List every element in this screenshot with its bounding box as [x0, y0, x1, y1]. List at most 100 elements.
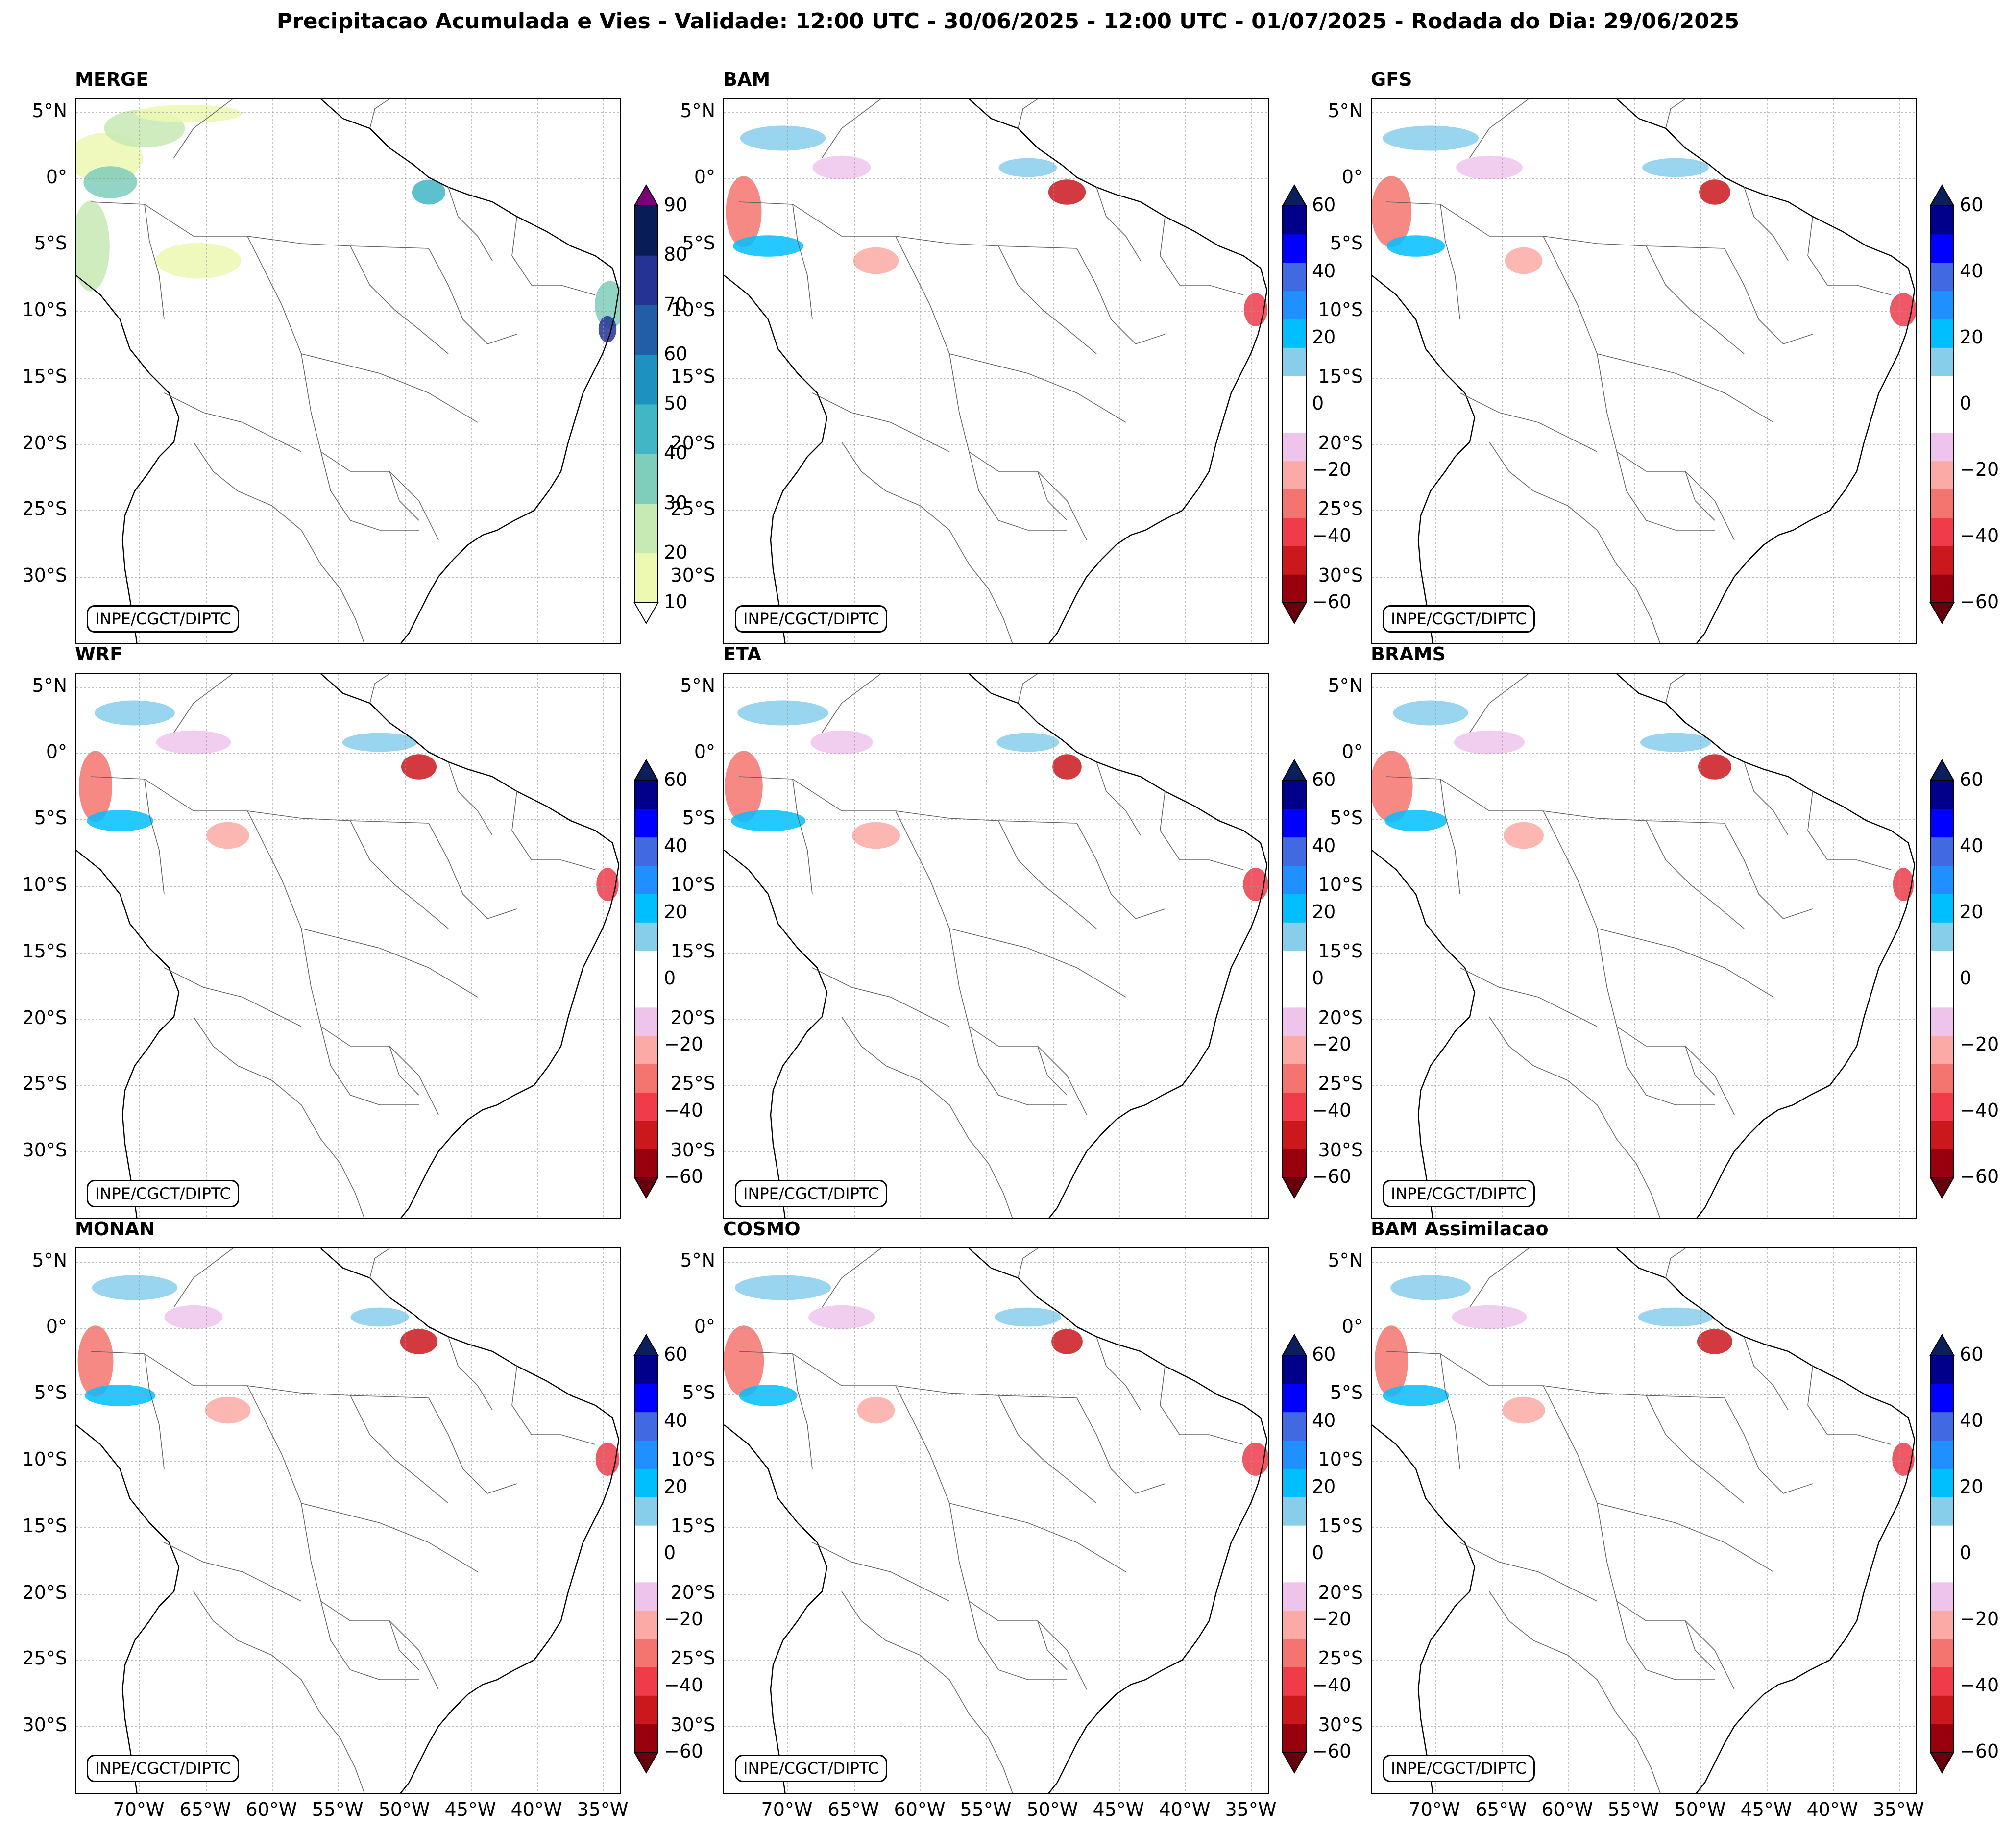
colorbar-segment — [1930, 1554, 1954, 1583]
state-border — [1037, 1046, 1068, 1096]
lon-label: 70°W — [113, 1799, 165, 1820]
credit-label: INPE/CGCT/DIPTC — [87, 1755, 239, 1782]
colorbar-tick: 0 — [1960, 392, 1972, 414]
colorbar-segment — [1930, 1035, 1954, 1065]
state-border — [1597, 353, 1735, 540]
lat-label: 5°S — [1330, 1382, 1363, 1403]
colorbar-tick: −60 — [1312, 591, 1352, 612]
lat-label: 0° — [1341, 166, 1363, 188]
colorbar-segment — [1930, 1149, 1954, 1178]
lat-label: 15°S — [1318, 1515, 1363, 1537]
colorbar-tick: 60 — [664, 342, 688, 365]
field-blob — [92, 1275, 178, 1300]
colorbar-segment — [634, 1525, 658, 1554]
colorbar-segment — [1283, 234, 1306, 263]
colorbar-segment — [1283, 979, 1306, 1008]
lat-label: 10°S — [1318, 1448, 1363, 1470]
field-blob — [853, 247, 899, 274]
credit-label: INPE/CGCT/DIPTC — [735, 1180, 887, 1207]
state-border — [949, 353, 1087, 540]
state-border — [193, 1591, 365, 1793]
colorbar-segment — [634, 1412, 658, 1441]
lat-label: 25°S — [670, 498, 715, 519]
map-canvas — [724, 99, 1268, 643]
state-border — [1489, 1016, 1661, 1218]
lat-label: 30°S — [670, 1714, 715, 1736]
lat-label: 5°S — [34, 807, 67, 829]
state-border — [1543, 810, 1774, 998]
state-border — [173, 99, 233, 158]
state-border — [320, 1026, 419, 1105]
lat-label: 10°S — [1318, 874, 1363, 895]
colorbar-tick: 40 — [664, 1410, 688, 1431]
lat-label: 20°S — [22, 432, 67, 454]
colorbar-segment — [1930, 894, 1954, 923]
colorbar-frame — [634, 205, 658, 603]
state-border — [1543, 236, 1774, 423]
panel-title: ETA — [723, 643, 762, 665]
colorbar-segment — [1283, 1007, 1306, 1036]
colorbar-tick: 0 — [1960, 967, 1972, 989]
lat-label: 0° — [694, 1316, 715, 1337]
state-border — [895, 1385, 1126, 1572]
country-border — [724, 275, 828, 643]
colorbar-segment — [1283, 1695, 1306, 1724]
lat-label: 30°S — [670, 1139, 715, 1161]
colorbar-segment — [1930, 1121, 1954, 1149]
colorbar-segment — [1930, 432, 1954, 462]
colorbar-segment — [634, 1554, 658, 1583]
colorbar-segment — [1930, 1724, 1954, 1753]
lon-label: 55°W — [1607, 1799, 1659, 1820]
colorbar — [1929, 758, 1955, 1199]
field-blob — [1454, 730, 1525, 755]
figure-title: Precipitacao Acumulada e Vies - Validade… — [276, 9, 1740, 34]
colorbar-tick: 0 — [1312, 967, 1324, 989]
colorbar-tick: 40 — [1960, 1410, 1984, 1431]
country-border — [724, 850, 828, 1218]
colorbar-segment — [1930, 865, 1954, 894]
state-border — [1018, 1248, 1038, 1278]
credit-label: INPE/CGCT/DIPTC — [735, 605, 887, 633]
colorbar-tick: 20 — [664, 901, 688, 923]
colorbar-segment — [1283, 922, 1306, 951]
lat-label: 15°S — [22, 940, 67, 962]
colorbar-tick: −40 — [1960, 1100, 1999, 1121]
colorbar-frame — [634, 1355, 658, 1753]
colorbar-segment — [1930, 404, 1954, 433]
state-border — [1807, 1366, 1892, 1445]
lon-label: 50°W — [1674, 1799, 1726, 1820]
state-border — [1597, 1503, 1735, 1690]
state-border — [164, 392, 302, 452]
field-blob — [857, 1396, 895, 1424]
field-blob — [84, 1385, 156, 1406]
field-blob — [740, 125, 826, 151]
state-border — [511, 791, 596, 870]
colorbar-segment — [1930, 262, 1954, 292]
lon-label: 60°W — [1541, 1799, 1593, 1820]
coastline — [320, 99, 620, 643]
lat-label: 10°S — [1318, 299, 1363, 320]
colorbar-extend-bottom — [1282, 1752, 1307, 1774]
state-border — [193, 1016, 365, 1218]
colorbar — [633, 184, 659, 625]
colorbar-tick: 40 — [1960, 835, 1984, 856]
colorbar-extend-bottom — [1282, 602, 1307, 625]
colorbar-segment — [1283, 1554, 1306, 1583]
colorbar-segment — [1930, 574, 1954, 603]
lon-label: 60°W — [894, 1799, 946, 1820]
state-border — [511, 216, 596, 295]
colorbar-tick: 20 — [1960, 326, 1984, 348]
state-border — [1160, 791, 1244, 870]
colorbar-tick: −60 — [1960, 1166, 1999, 1187]
colorbar-segment — [1930, 376, 1954, 405]
state-border — [812, 1542, 950, 1602]
credit-label: INPE/CGCT/DIPTC — [87, 605, 239, 633]
colorbar-segment — [1283, 1355, 1306, 1384]
colorbar-segment — [1930, 1468, 1954, 1497]
colorbar-tick: 20 — [1312, 901, 1336, 923]
field-blob — [726, 176, 762, 247]
colorbar-tick: −60 — [664, 1740, 704, 1762]
lat-label: 15°S — [670, 940, 715, 962]
credit-label: INPE/CGCT/DIPTC — [1383, 1755, 1535, 1782]
state-border — [1685, 1620, 1715, 1670]
